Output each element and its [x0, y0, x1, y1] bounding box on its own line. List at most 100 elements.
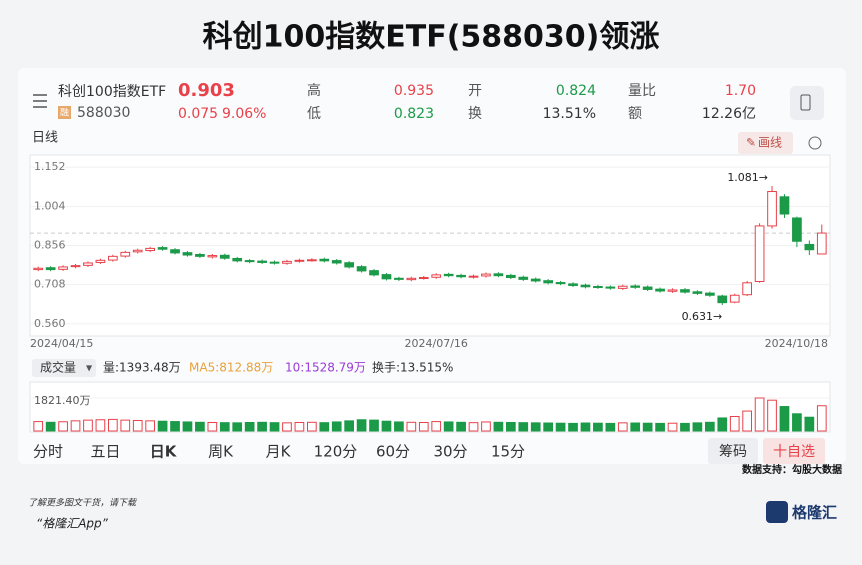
value: 1.70 — [725, 83, 756, 99]
x-tick-label: 2024/04/15 — [30, 337, 93, 350]
volume-bar — [207, 421, 218, 432]
volume-bar — [580, 422, 591, 432]
volume-bar — [530, 422, 541, 432]
volume-bar — [642, 422, 653, 432]
y-tick-label: 0.708 — [34, 278, 66, 291]
volume-info: 量:1393.48万 — [103, 361, 181, 375]
tab[interactable]: 60分 — [376, 443, 410, 461]
candle-body — [95, 259, 106, 263]
volume-bar — [704, 421, 715, 432]
volume-title: 成交量 — [40, 360, 76, 375]
tab[interactable]: 分时 — [33, 443, 63, 461]
tab[interactable]: 日K — [150, 443, 178, 461]
candle-body — [83, 262, 93, 266]
candle-body — [58, 266, 68, 270]
volume-bar — [630, 422, 641, 432]
draw-button-text: 画线 — [758, 136, 782, 150]
candle-body — [580, 284, 591, 288]
volume-bar — [779, 406, 790, 432]
candle-body — [692, 291, 703, 294]
volume-bar — [344, 420, 355, 432]
value: 13.51% — [543, 106, 596, 122]
candle-body — [394, 277, 404, 280]
code: 588030 — [77, 105, 130, 121]
dropdown-arrow: ▼ — [86, 364, 93, 373]
volume-bar — [132, 419, 143, 432]
volume-selector[interactable] — [32, 359, 96, 377]
settings-icon[interactable] — [808, 136, 822, 150]
watch-button[interactable] — [763, 438, 825, 464]
volume-bar — [667, 422, 678, 432]
volume-bar — [481, 421, 491, 432]
volume-bar — [593, 422, 603, 432]
volume-bar — [443, 421, 454, 432]
candle-body — [170, 249, 180, 254]
button-label: 十自选 — [773, 444, 815, 460]
label: 换 — [468, 105, 482, 122]
candle-body — [107, 255, 118, 261]
candle-body — [195, 253, 205, 257]
chip-button[interactable] — [708, 438, 758, 464]
value: 0.935 — [394, 83, 434, 99]
value: 0.824 — [556, 83, 596, 99]
candle-body — [145, 247, 156, 252]
volume-bar — [182, 421, 193, 432]
logo: 格隆汇 — [792, 504, 837, 522]
volume-bar — [269, 422, 280, 432]
menu-icon — [33, 94, 47, 108]
candle-body — [319, 258, 330, 262]
volume-bar — [792, 413, 802, 432]
y-tick-label: 1.004 — [34, 199, 66, 212]
volume-bar — [381, 420, 392, 432]
candle-body — [767, 191, 777, 227]
annotation: 1.081→ — [727, 171, 768, 184]
volume-bar — [493, 421, 504, 432]
candle-body — [642, 286, 653, 290]
tab[interactable]: 15分 — [491, 443, 525, 461]
tab[interactable]: 月K — [266, 443, 292, 461]
candle-body — [157, 247, 168, 250]
volume-bar — [356, 419, 367, 432]
volume-bar — [655, 422, 665, 432]
period-label: 日线 — [32, 131, 58, 146]
badge: 融 — [60, 108, 69, 119]
quote: 科创100指数ETF 0.903 融 588030 0.075 9.06% 高 … — [33, 80, 824, 122]
volume-bar — [95, 419, 106, 432]
phone-icon — [800, 94, 811, 111]
x-tick-label: 2024/10/18 — [765, 337, 828, 350]
volume-bar — [754, 397, 765, 432]
candle-body — [617, 285, 628, 289]
annotation: 0.631→ — [682, 310, 723, 323]
volume-bar — [692, 422, 703, 432]
volume-bar — [319, 422, 330, 432]
candle-body — [754, 225, 765, 282]
volume-bar — [555, 422, 566, 432]
candle-body — [443, 273, 454, 277]
label: 低 — [307, 106, 321, 122]
candle-body — [244, 260, 255, 263]
candle-body — [132, 249, 143, 253]
change-pct: 9.06% — [222, 106, 266, 122]
draw-button[interactable] — [738, 132, 793, 154]
tab[interactable]: 周K — [208, 443, 234, 461]
tab[interactable]: 30分 — [433, 443, 467, 461]
candle-body — [804, 243, 815, 251]
candle-body — [344, 262, 355, 268]
fund-name: 科创100指数ETF — [58, 84, 166, 100]
volume-bar — [257, 421, 267, 432]
candle-body — [816, 232, 827, 255]
tab[interactable]: 120分 — [314, 443, 358, 461]
candle-body — [70, 265, 81, 268]
tab[interactable]: 五日 — [90, 443, 120, 461]
candle-body — [369, 270, 379, 276]
candle-body — [742, 282, 753, 296]
volume-bar — [282, 422, 292, 432]
volume-info: 10:1528.79万 — [285, 361, 366, 375]
volume-bar — [568, 422, 578, 432]
label: 量比 — [628, 83, 656, 99]
y-tick-label: 1.152 — [34, 160, 66, 173]
candle-body — [331, 260, 342, 264]
landscape-button[interactable] — [790, 86, 824, 120]
candle-body — [381, 274, 392, 280]
